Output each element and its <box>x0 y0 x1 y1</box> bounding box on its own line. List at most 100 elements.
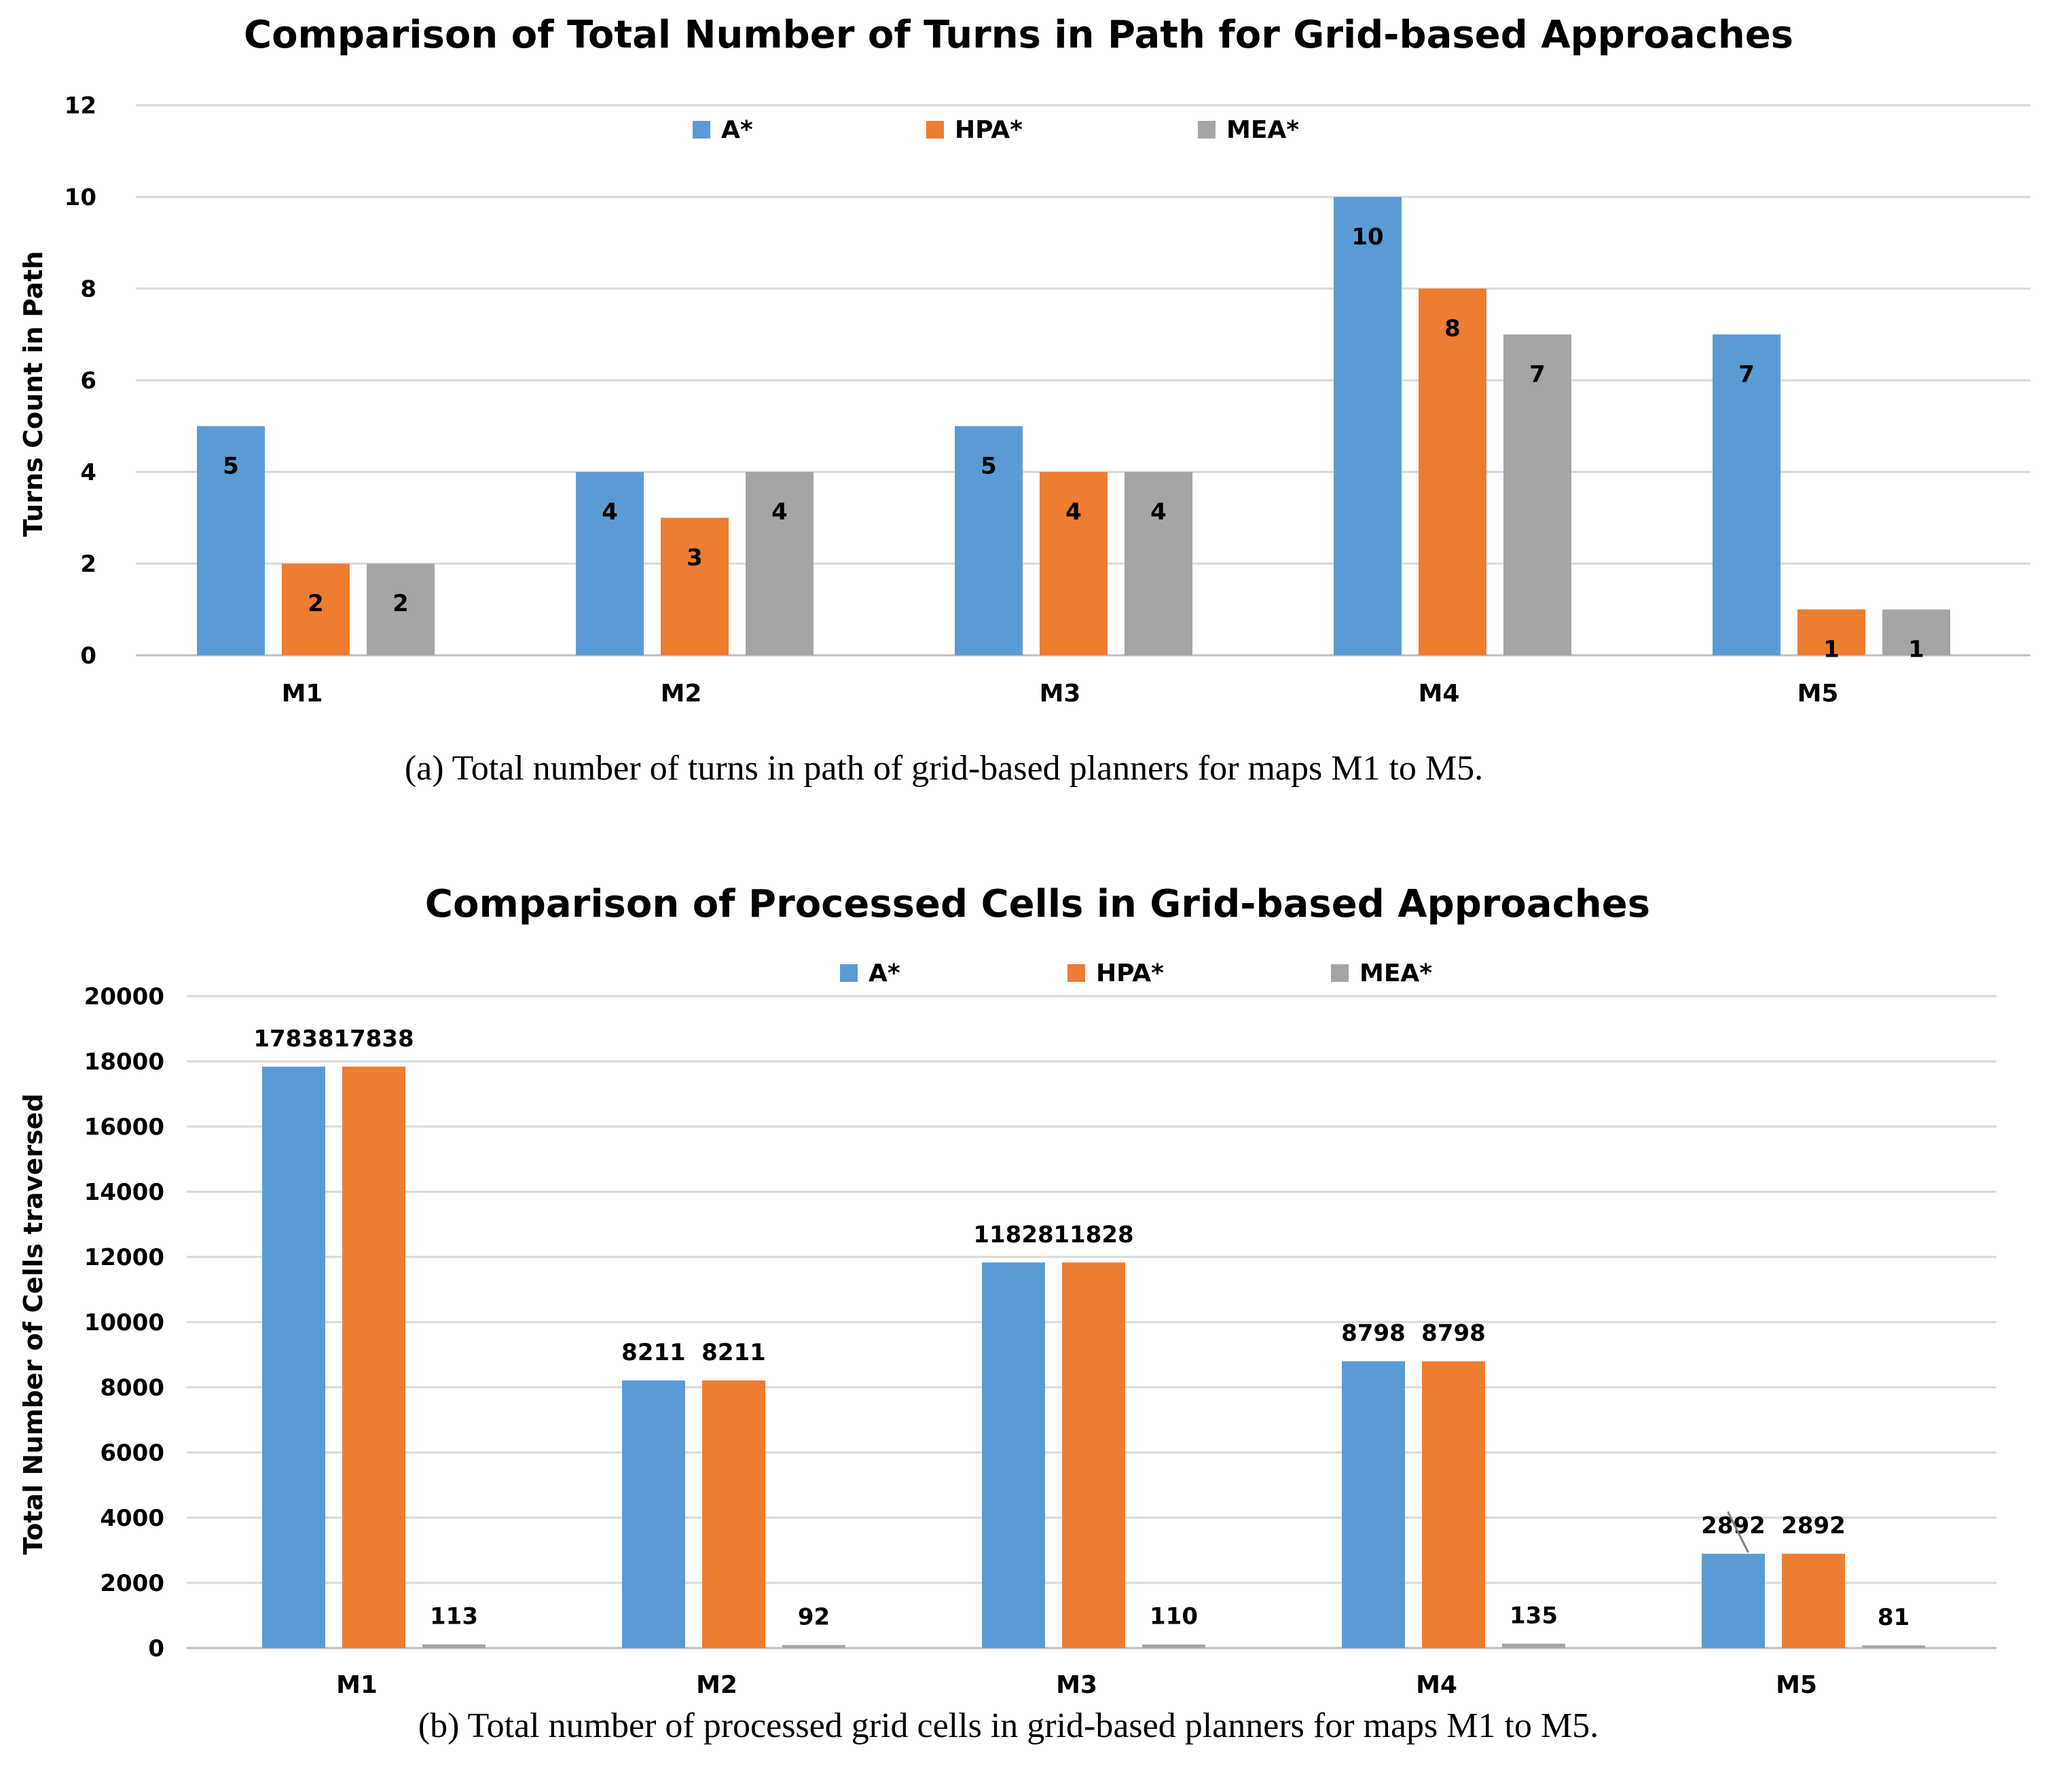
turns-bar-m4-hpa <box>1419 289 1486 655</box>
turns-data-label: 7 <box>1738 361 1755 388</box>
cells-x-tick-label: M1 <box>336 1671 378 1699</box>
turns-bar-m1-a <box>197 426 265 655</box>
cells-data-label: 110 <box>1150 1603 1198 1630</box>
cells-data-label: 2892 <box>1701 1512 1766 1539</box>
turns-data-label: 4 <box>602 498 618 526</box>
turns-data-label: 7 <box>1529 361 1546 388</box>
cells-chart-caption: (b) Total number of processed grid cells… <box>418 1706 1599 1745</box>
cells-y-tick-label: 4000 <box>100 1505 164 1532</box>
cells-data-label: 8798 <box>1421 1320 1486 1347</box>
cells-y-tick-label: 12000 <box>84 1244 164 1271</box>
cells-legend-label: A* <box>869 959 900 987</box>
cells-y-tick-label: 10000 <box>84 1309 164 1336</box>
cells-bar-m1-hpa <box>342 1066 405 1648</box>
cells-data-label: 113 <box>430 1603 478 1630</box>
turns-data-label: 1 <box>1908 636 1924 663</box>
turns-y-tick-label: 8 <box>80 276 96 303</box>
turns-data-label: 2 <box>392 590 409 617</box>
turns-x-tick-label: M1 <box>282 680 323 708</box>
turns-bar-m1-hpa <box>282 564 350 655</box>
cells-data-label: 11828 <box>1053 1221 1133 1248</box>
turns-y-tick-label: 0 <box>80 642 96 670</box>
turns-bar-m3-a <box>955 426 1023 655</box>
cells-legend-swatch <box>1331 964 1349 982</box>
cells-y-tick-label: 2000 <box>100 1570 164 1597</box>
cells-y-tick-label: 8000 <box>100 1374 164 1402</box>
cells-bar-m5-hpa <box>1782 1554 1845 1648</box>
turns-data-label: 10 <box>1351 223 1383 251</box>
cells-legend-swatch <box>840 964 858 982</box>
cells-chart-y-axis-label: Total Number of Cells traversed <box>18 1093 48 1554</box>
cells-legend-swatch <box>1067 964 1085 982</box>
turns-bar-m2-a <box>576 472 644 655</box>
turns-bar-m5-a <box>1713 334 1780 655</box>
turns-legend-swatch <box>1198 121 1216 139</box>
cells-chart-legend: A* HPA* MEA* <box>840 959 1432 987</box>
turns-data-label: 5 <box>981 453 997 480</box>
cells-bar-m2-mea <box>782 1645 845 1648</box>
turns-data-label: 4 <box>1065 498 1082 526</box>
turns-bar-m4-a <box>1334 197 1402 655</box>
turns-bar-m3-mea <box>1125 472 1192 655</box>
cells-bar-m5-mea <box>1862 1645 1925 1648</box>
cells-x-tick-label: M5 <box>1776 1671 1817 1699</box>
turns-bar-m1-mea <box>367 564 435 655</box>
cells-data-label: 2892 <box>1781 1512 1846 1539</box>
cells-legend-label: MEA* <box>1359 959 1432 987</box>
turns-x-tick-label: M3 <box>1040 680 1081 708</box>
cells-legend-label: HPA* <box>1096 959 1164 987</box>
cells-y-tick-label: 0 <box>148 1635 164 1662</box>
turns-bar-m4-mea <box>1503 334 1571 655</box>
turns-y-tick-label: 2 <box>80 551 96 578</box>
turns-data-label: 1 <box>1823 636 1840 663</box>
turns-bar-m5-mea <box>1882 609 1950 655</box>
turns-y-tick-label: 12 <box>65 92 96 120</box>
turns-legend-swatch <box>693 121 710 139</box>
turns-legend-label: HPA* <box>955 116 1023 144</box>
cells-y-tick-label: 14000 <box>84 1179 164 1206</box>
cells-x-tick-label: M4 <box>1416 1671 1457 1699</box>
turns-chart: Comparison of Total Number of Turns in P… <box>18 13 2030 788</box>
turns-data-label: 3 <box>687 545 703 572</box>
cells-data-label: 17838 <box>253 1025 333 1053</box>
turns-chart-caption: (a) Total number of turns in path of gri… <box>405 749 1483 788</box>
turns-legend-label: A* <box>721 116 753 144</box>
cells-bar-m3-hpa <box>1062 1262 1125 1648</box>
turns-y-tick-label: 6 <box>80 367 96 395</box>
cells-bar-m4-a <box>1342 1361 1405 1648</box>
cells-data-label: 8798 <box>1341 1320 1406 1347</box>
turns-data-label: 4 <box>771 498 788 526</box>
cells-data-label: 17838 <box>333 1025 414 1053</box>
cells-data-label: 11828 <box>973 1221 1053 1248</box>
cells-bar-m3-mea <box>1142 1644 1205 1648</box>
turns-data-label: 8 <box>1444 315 1461 342</box>
turns-data-label: 4 <box>1150 498 1167 526</box>
cells-bar-m4-mea <box>1502 1643 1565 1648</box>
turns-data-label: 5 <box>223 453 239 480</box>
turns-x-tick-label: M2 <box>661 680 702 708</box>
cells-bar-m2-hpa <box>702 1380 765 1648</box>
turns-bar-m5-hpa <box>1797 609 1865 655</box>
turns-y-tick-label: 10 <box>65 184 96 211</box>
cells-y-tick-label: 20000 <box>84 983 164 1010</box>
cells-data-label: 8211 <box>621 1339 686 1366</box>
cells-y-tick-label: 6000 <box>100 1440 164 1467</box>
turns-bar-m3-hpa <box>1040 472 1108 655</box>
turns-chart-legend: A* HPA* MEA* <box>693 116 1299 144</box>
cells-x-tick-label: M3 <box>1056 1671 1097 1699</box>
cells-bar-m1-a <box>262 1066 325 1648</box>
cells-chart: Comparison of Processed Cells in Grid-ba… <box>18 882 1996 1745</box>
cells-y-tick-label: 16000 <box>84 1114 164 1141</box>
cells-bar-m2-a <box>622 1380 685 1648</box>
cells-bar-m4-hpa <box>1422 1361 1485 1648</box>
turns-y-tick-label: 4 <box>80 459 96 486</box>
turns-legend-swatch <box>926 121 944 139</box>
cells-data-label: 8211 <box>701 1339 766 1366</box>
cells-data-label: 92 <box>798 1604 830 1631</box>
turns-bar-m2-mea <box>746 472 814 655</box>
turns-bar-m2-hpa <box>661 517 729 655</box>
turns-chart-bars: 5 2 2 M1 4 3 4 M2 5 4 4 M3 10 8 7 M4 7 1 1 M5 <box>197 197 1950 708</box>
turns-x-tick-label: M4 <box>1419 680 1460 708</box>
